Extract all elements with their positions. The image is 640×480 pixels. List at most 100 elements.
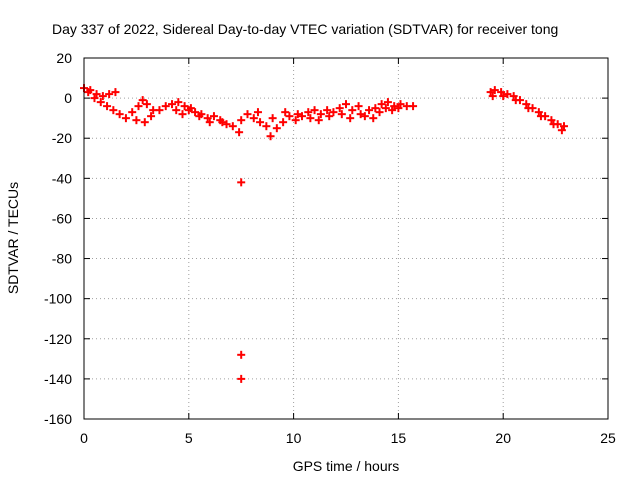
data-point bbox=[383, 98, 392, 107]
data-point bbox=[218, 118, 227, 127]
data-point bbox=[279, 118, 288, 127]
x-axis-ticks: 0 5 10 15 20 25 bbox=[80, 58, 616, 446]
data-point bbox=[237, 374, 246, 383]
data-point bbox=[92, 90, 101, 99]
y-tick-label: 20 bbox=[56, 50, 72, 66]
data-point bbox=[409, 102, 418, 111]
data-point bbox=[524, 104, 533, 113]
data-point bbox=[180, 102, 189, 111]
x-tick-label: 10 bbox=[286, 430, 302, 446]
data-point bbox=[365, 106, 374, 115]
y-axis-label: SDTVAR / TECUs bbox=[5, 182, 21, 294]
data-point bbox=[237, 350, 246, 359]
data-point bbox=[105, 90, 114, 99]
data-point bbox=[354, 102, 363, 111]
data-point bbox=[388, 106, 397, 115]
data-point bbox=[109, 106, 118, 115]
data-point bbox=[174, 98, 183, 107]
chart-title: Day 337 of 2022, Sidereal Day-to-day VTE… bbox=[52, 21, 558, 37]
data-point bbox=[178, 110, 187, 119]
data-point bbox=[253, 108, 262, 117]
data-point bbox=[98, 92, 107, 101]
data-point bbox=[335, 104, 344, 113]
data-point bbox=[522, 100, 531, 109]
data-point bbox=[490, 86, 499, 95]
y-tick-label: -80 bbox=[52, 251, 72, 267]
data-point bbox=[256, 118, 265, 127]
data-point bbox=[262, 122, 271, 131]
data-point bbox=[534, 108, 543, 117]
y-tick-label: -40 bbox=[52, 170, 72, 186]
data-point bbox=[557, 126, 566, 135]
x-tick-label: 25 bbox=[600, 430, 616, 446]
data-point bbox=[121, 114, 130, 123]
data-point bbox=[394, 104, 403, 113]
data-point bbox=[191, 108, 200, 117]
data-point bbox=[486, 88, 495, 97]
data-point bbox=[390, 102, 399, 111]
data-point bbox=[511, 96, 520, 105]
y-tick-label: -140 bbox=[44, 371, 72, 387]
data-point bbox=[329, 108, 338, 117]
data-point bbox=[111, 88, 120, 97]
data-point bbox=[140, 118, 149, 127]
data-point bbox=[285, 112, 294, 121]
data-point bbox=[272, 124, 281, 133]
data-point bbox=[304, 108, 313, 117]
data-point bbox=[134, 102, 143, 111]
data-point bbox=[316, 110, 325, 119]
data-point bbox=[243, 110, 252, 119]
data-point bbox=[369, 114, 378, 123]
data-point bbox=[142, 100, 151, 109]
data-point bbox=[497, 88, 506, 97]
data-point bbox=[132, 116, 141, 125]
data-point bbox=[348, 106, 357, 115]
data-point bbox=[314, 116, 323, 125]
x-axis-label: GPS time / hours bbox=[293, 458, 400, 474]
data-point bbox=[96, 98, 105, 107]
y-tick-label: 0 bbox=[64, 90, 72, 106]
x-tick-label: 20 bbox=[495, 430, 511, 446]
plot-border bbox=[83, 57, 609, 420]
data-point bbox=[237, 178, 246, 187]
data-point bbox=[297, 112, 306, 121]
data-point bbox=[186, 104, 195, 113]
data-point bbox=[342, 100, 350, 109]
data-point bbox=[266, 132, 275, 141]
data-point bbox=[381, 104, 390, 113]
data-point bbox=[209, 112, 218, 121]
y-tick-label: -120 bbox=[44, 331, 72, 347]
data-point bbox=[337, 110, 346, 119]
data-point bbox=[509, 92, 518, 101]
x-tick-label: 5 bbox=[185, 430, 193, 446]
data-point bbox=[237, 116, 246, 125]
y-axis-ticks: 20 0 -20 -40 -60 -80 -100 -120 -140 -160 bbox=[44, 50, 608, 427]
data-point bbox=[360, 112, 369, 121]
data-point bbox=[356, 110, 365, 119]
data-point bbox=[559, 122, 568, 131]
data-point bbox=[396, 100, 405, 109]
data-point bbox=[503, 90, 512, 99]
data-point bbox=[168, 100, 177, 109]
data-point bbox=[195, 112, 204, 121]
data-point bbox=[291, 116, 300, 125]
data-point bbox=[103, 102, 112, 111]
data-point bbox=[147, 112, 156, 121]
data-point bbox=[499, 92, 508, 101]
data-point bbox=[268, 114, 277, 123]
data-point bbox=[281, 108, 290, 117]
data-point bbox=[346, 114, 355, 123]
data-point bbox=[371, 104, 380, 113]
data-point bbox=[161, 102, 170, 111]
x-tick-label: 15 bbox=[391, 430, 407, 446]
x-tick-label: 0 bbox=[80, 430, 88, 446]
data-point bbox=[155, 106, 164, 115]
data-points bbox=[80, 84, 568, 383]
data-point bbox=[128, 108, 137, 117]
data-point bbox=[375, 108, 384, 117]
y-tick-label: -60 bbox=[52, 210, 72, 226]
y-tick-label: -20 bbox=[52, 130, 72, 146]
data-point bbox=[377, 100, 386, 109]
